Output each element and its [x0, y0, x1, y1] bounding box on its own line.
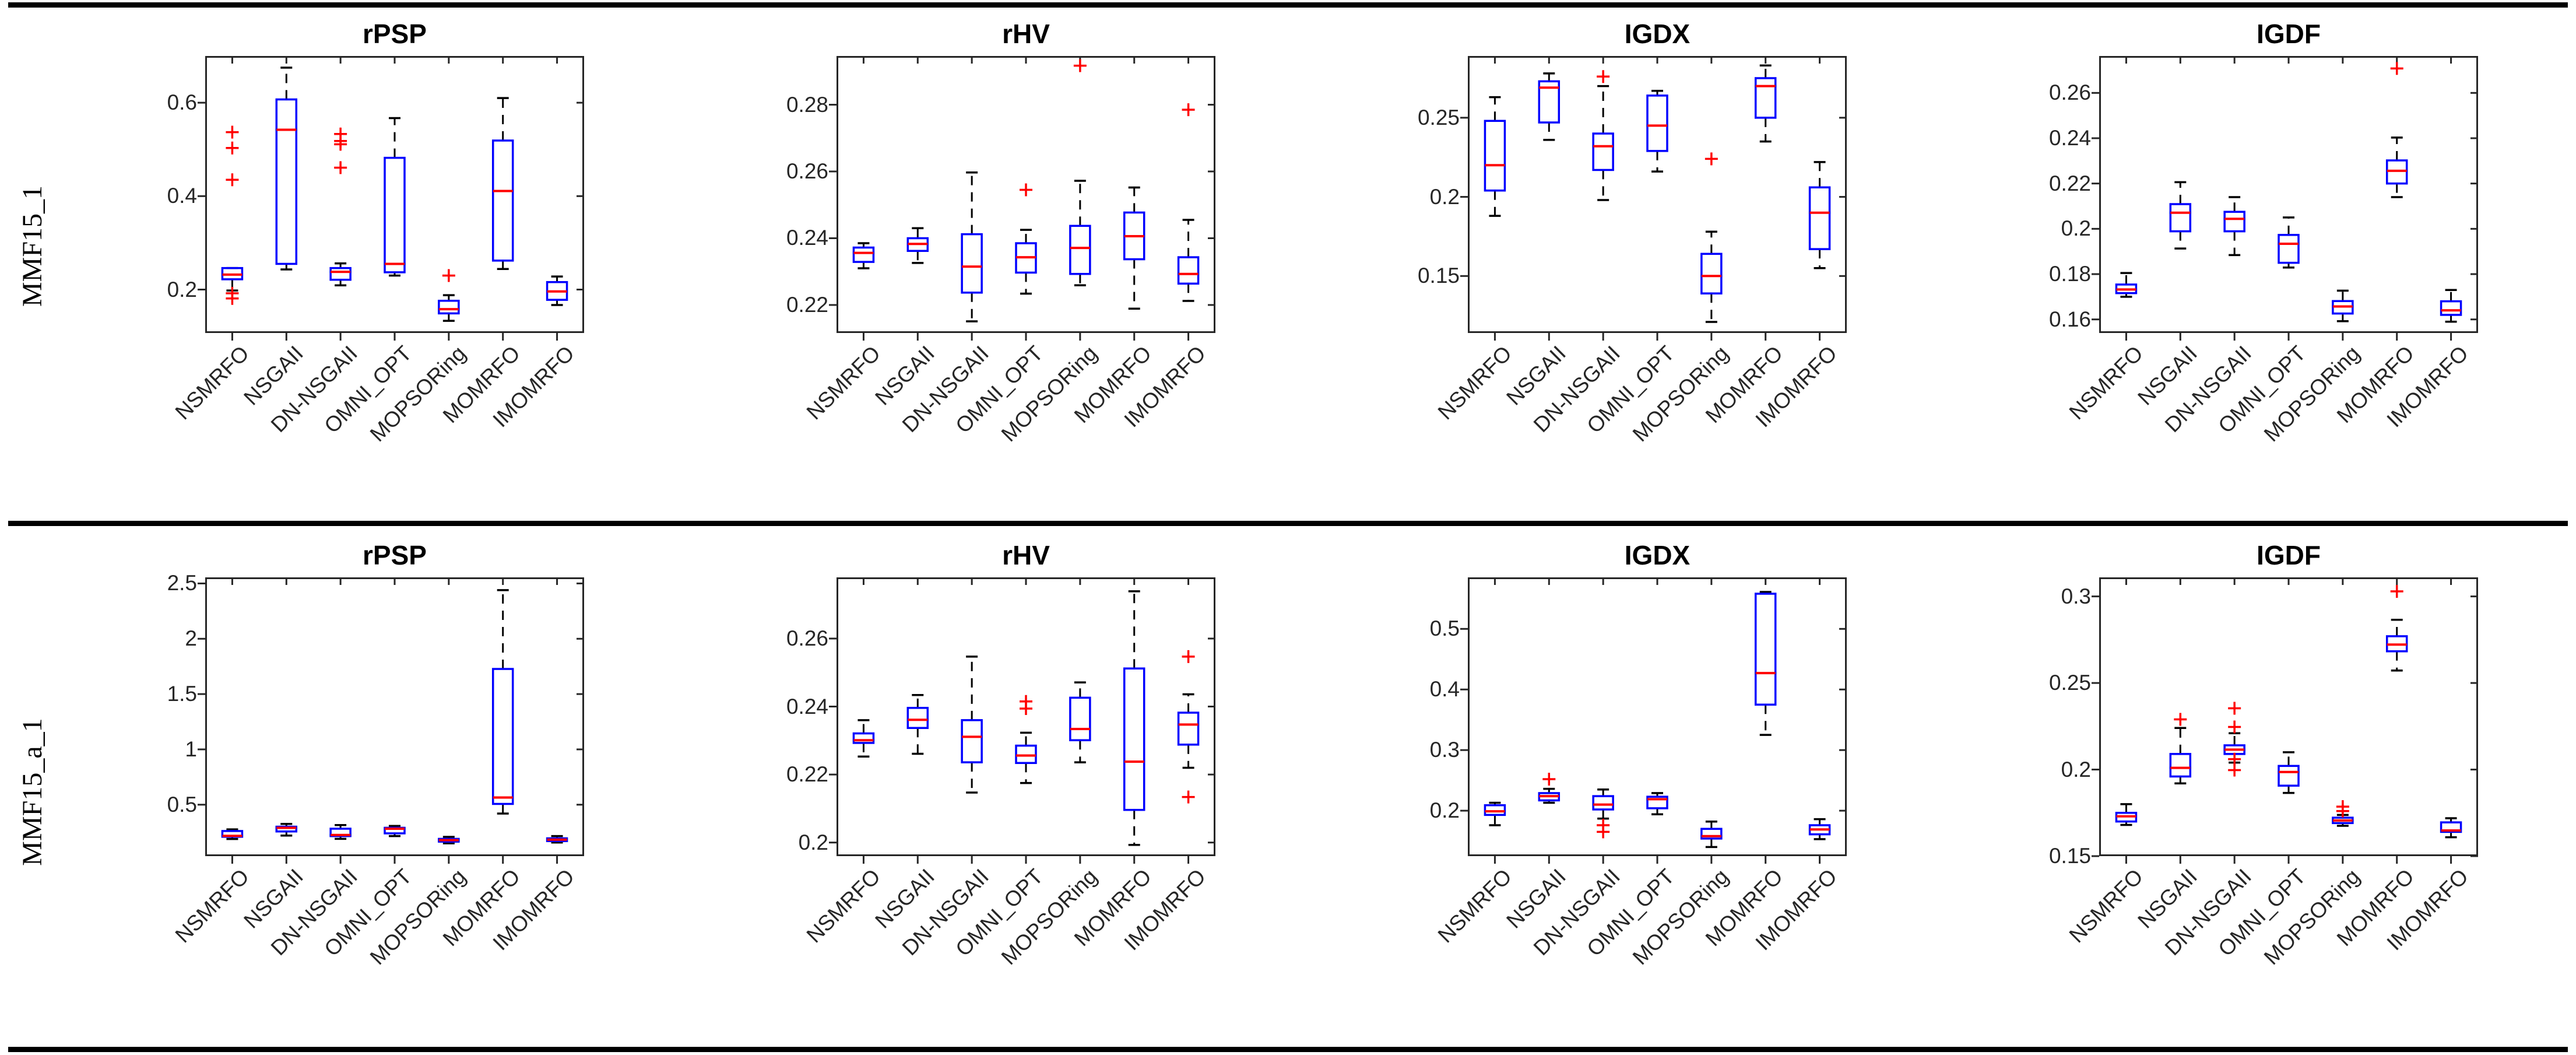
boxplot-box [438, 299, 460, 315]
plot-title: rPSP [363, 19, 427, 49]
boxplot-box [852, 246, 875, 263]
boxplot-box [329, 267, 352, 281]
boxplot-box [1592, 795, 1614, 811]
boxplot-box [1123, 667, 1145, 811]
boxplot-box [2115, 812, 2138, 823]
axis-frame [2099, 56, 2478, 333]
boxplot-box [1754, 77, 1777, 119]
boxplot-box [1808, 186, 1831, 250]
y-axis-tick-label: 0.5 [1429, 616, 1460, 641]
y-axis-tick-label: 2.5 [167, 571, 197, 595]
y-axis-tick-label: 0.18 [2048, 262, 2091, 286]
boxplot-box [1177, 711, 1200, 746]
plot-title: rHV [1002, 19, 1050, 49]
boxplot-box [961, 719, 983, 763]
axis-frame [2099, 577, 2478, 856]
boxplot-box [221, 267, 244, 281]
plot-title: rPSP [363, 540, 427, 570]
boxplot-box [384, 156, 406, 274]
y-axis-tick-label: 0.4 [167, 184, 197, 208]
axes-area [198, 56, 584, 341]
axes-area [2092, 577, 2478, 864]
y-axis-tick-label: 0.26 [2048, 80, 2091, 105]
y-axis-tick-label: 0.22 [2048, 171, 2091, 195]
boxplot-box [1646, 94, 1668, 152]
y-axis-tick-label: 0.15 [1417, 264, 1460, 288]
boxplot-box [2440, 300, 2462, 316]
y-axis-tick-label: 2 [185, 626, 197, 651]
y-axis-tick-label: 0.4 [1429, 677, 1460, 702]
top-rule [8, 2, 2568, 8]
y-axis-tick-label: 0.2 [2061, 216, 2091, 241]
y-axis-tick-label: 0.28 [786, 92, 828, 117]
boxplot-box [2440, 821, 2462, 833]
y-axis-tick-label: 1 [185, 737, 197, 761]
y-axis-tick-label: 0.3 [2061, 584, 2091, 608]
plot-title: IGDF [2257, 540, 2321, 570]
axis-frame [837, 577, 1215, 856]
y-axis-tick-label: 0.26 [786, 626, 828, 650]
bottom-rule [8, 1047, 2568, 1052]
axes-area [1460, 577, 1847, 864]
boxplot-box [1069, 225, 1091, 275]
y-axis-tick-label: 0.2 [1429, 798, 1460, 823]
axes-area [829, 56, 1215, 341]
y-axis-tick-label: 0.24 [786, 226, 828, 250]
plot-title: rHV [1002, 540, 1050, 570]
y-axis-tick-label: 0.24 [2048, 125, 2091, 150]
axes-area [829, 577, 1215, 864]
y-axis-tick-label: 1.5 [167, 682, 197, 706]
boxplot-box [1754, 593, 1777, 706]
plot-title: IGDX [1624, 540, 1691, 570]
axes-area [2092, 56, 2478, 341]
boxplot-box [852, 732, 875, 744]
axes-area [198, 577, 584, 864]
boxplot-box [1700, 828, 1723, 840]
plot-title: IGDF [2257, 19, 2321, 49]
row-label: MMF15_a_1 [17, 718, 48, 866]
boxplot-box [2278, 234, 2300, 264]
row-label: MMF15_1 [17, 185, 48, 307]
axes-area [1460, 56, 1847, 341]
boxplot-box [491, 668, 514, 805]
boxplot-box [1177, 256, 1200, 285]
y-axis-tick-label: 0.24 [786, 694, 828, 718]
boxplot-box [1700, 253, 1723, 295]
axis-frame [1468, 56, 1847, 333]
boxplot-box [2223, 211, 2245, 233]
y-axis-tick-label: 0.5 [167, 792, 197, 816]
boxplot-box [1592, 132, 1614, 171]
boxplot-box [1484, 120, 1506, 192]
boxplot-box [2278, 765, 2300, 787]
y-axis-tick-label: 0.26 [786, 159, 828, 183]
y-axis-tick-label: 0.2 [2061, 757, 2091, 781]
boxplot-box [491, 139, 514, 262]
y-axis-tick-label: 0.25 [1417, 105, 1460, 129]
boxplot-box [2169, 203, 2192, 233]
boxplot-box [2115, 283, 2138, 295]
y-axis-tick-label: 0.22 [786, 292, 828, 317]
boxplot-box [961, 233, 983, 294]
boxplot-box [1484, 804, 1506, 816]
y-axis-tick-label: 0.2 [798, 830, 828, 854]
y-axis-tick-label: 0.6 [167, 90, 197, 115]
row-divider-rule [8, 521, 2568, 526]
boxplot-box [1646, 795, 1668, 809]
boxplot-box [1015, 744, 1037, 765]
boxplot-box [1069, 696, 1091, 741]
boxplot-box [1538, 80, 1561, 124]
y-axis-tick-label: 0.15 [2048, 844, 2091, 868]
boxplot-box [275, 98, 298, 265]
plot-title: IGDX [1624, 19, 1691, 49]
y-axis-tick-label: 0.25 [2048, 671, 2091, 695]
y-axis-tick-label: 0.16 [2048, 307, 2091, 331]
y-axis-tick-label: 0.2 [1429, 184, 1460, 209]
y-axis-tick-label: 0.3 [1429, 738, 1460, 762]
boxplot-box [906, 707, 929, 729]
y-axis-tick-label: 0.22 [786, 762, 828, 787]
boxplot-box [2169, 753, 2192, 778]
y-axis-tick-label: 0.2 [167, 277, 197, 302]
axis-frame [205, 577, 584, 856]
axis-frame [205, 56, 584, 333]
